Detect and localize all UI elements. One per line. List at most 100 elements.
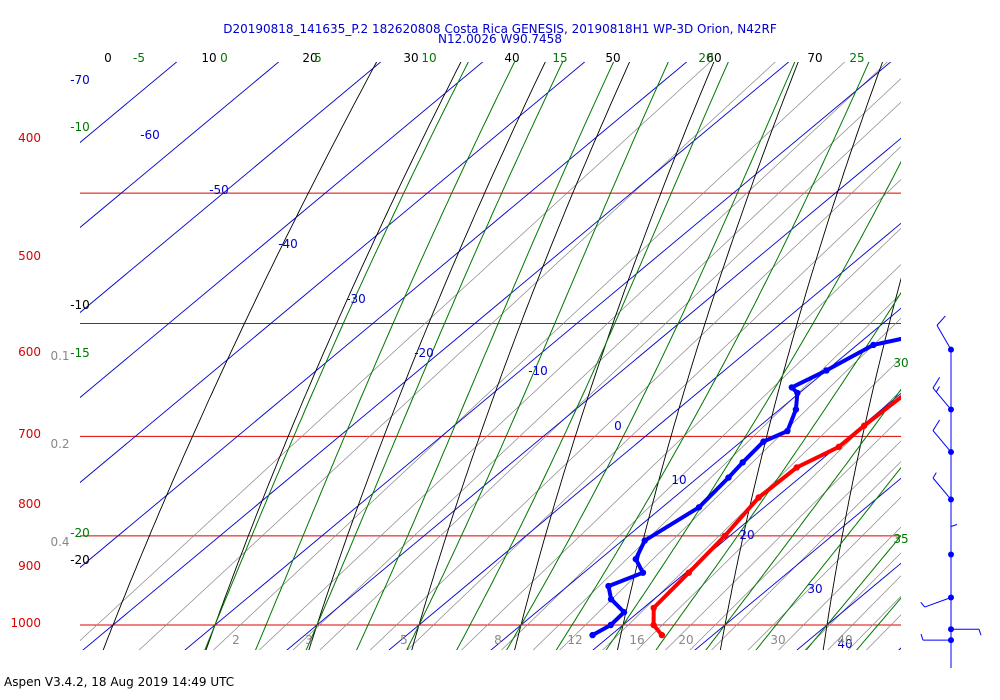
- temperature-point: [721, 532, 728, 540]
- moist-adiabat-line: [755, 466, 901, 650]
- mixing-ratio-line: [532, 293, 901, 650]
- wind-barb-flag: [932, 419, 941, 431]
- mixing-ratio-line: [138, 62, 776, 650]
- wind-barb-staff: [936, 325, 952, 350]
- isotherm-line: [82, 62, 790, 650]
- mixing-ratio-label: 5: [400, 633, 408, 647]
- moist-adiabat-label: -15: [70, 346, 90, 360]
- moist-adiabat-line: [305, 62, 564, 650]
- isotherm-line: [592, 392, 901, 650]
- wind-barb-flag: [932, 472, 937, 479]
- dewpoint-point: [632, 555, 639, 563]
- temperature-point: [979, 323, 985, 329]
- wind-barb-point: [948, 406, 954, 413]
- wind-barb-flag: [920, 601, 926, 608]
- isotherm-label: 20: [739, 528, 754, 542]
- isotherm-label: -40: [278, 237, 298, 251]
- moist-adiabat-line: [605, 160, 901, 650]
- dry-adiabat-label: 70: [807, 51, 822, 65]
- pressure-label: 1000: [10, 616, 41, 630]
- mixing-ratio-label: 3: [305, 633, 313, 647]
- mixing-ratio-line: [319, 101, 901, 650]
- moist-adiabat-label: -5: [133, 51, 145, 65]
- mixing-ratio-line: [500, 264, 901, 650]
- isotherm-line: [898, 647, 901, 650]
- isotherm-label: 40: [837, 637, 852, 651]
- wind-barb-staff: [932, 477, 952, 500]
- temperature-point: [793, 464, 800, 471]
- mixing-ratio-label: 2: [232, 633, 240, 647]
- moist-adiabat-line: [506, 62, 796, 650]
- pressure-label: 700: [18, 427, 41, 441]
- mixing-ratio-label: 16: [629, 633, 644, 647]
- dewpoint-point: [620, 609, 628, 616]
- dewpoint-point: [605, 582, 612, 590]
- isotherm-line: [796, 562, 901, 650]
- dewpoint-point: [794, 389, 801, 397]
- dry-adiabat-label: 60: [706, 51, 721, 65]
- isotherm-label: 10: [671, 473, 686, 487]
- dewpoint-point: [695, 504, 703, 511]
- moist-adiabat-label: 20: [698, 51, 713, 65]
- dewpoint-point: [823, 367, 830, 374]
- moist-adiabat-line: [856, 597, 901, 650]
- dewpoint-point: [784, 427, 791, 435]
- moist-adiabat-label: 0: [220, 51, 228, 65]
- moist-adiabat-line: [555, 62, 870, 650]
- dewpoint-point: [929, 324, 935, 330]
- isotherm-label: -20: [414, 346, 434, 360]
- temperature-point: [650, 604, 657, 612]
- isotherm-line: [184, 62, 892, 650]
- wind-barb-flag: [932, 377, 941, 389]
- isotherm-label: 30: [807, 582, 822, 596]
- mixing-ratio-line: [898, 647, 901, 650]
- moist-adiabat-label: 15: [552, 51, 567, 65]
- wind-barb-point: [948, 637, 954, 644]
- wind-barb-flag: [920, 633, 924, 641]
- chart-location: N12.0026 W90.7458: [438, 32, 562, 46]
- dry-adiabat-line: [514, 62, 715, 650]
- dry-adiabat-label: 30: [403, 51, 418, 65]
- isotherm-line: [0, 0, 408, 658]
- mixing-ratio-line: [292, 78, 901, 650]
- moist-adiabat-label: -20: [70, 526, 90, 540]
- dry-adiabat-label: 20: [302, 51, 317, 65]
- mixing-ratio-label: 20: [678, 633, 693, 647]
- moist-adiabat-label: 5: [314, 51, 322, 65]
- mixing-ratio-line: [212, 62, 846, 650]
- dewpoint-point: [760, 438, 767, 445]
- dewpoint-point: [925, 330, 931, 336]
- moist-adiabat-line: [255, 62, 516, 650]
- isotherm-line: [490, 307, 901, 650]
- moist-adiabat-line: [900, 0, 1000, 658]
- moist-adiabat-line: [456, 62, 729, 650]
- mixing-ratio-label: 12: [567, 633, 582, 647]
- mixing-ratio-line: [689, 440, 901, 650]
- pressure-label: 900: [18, 559, 41, 573]
- dewpoint-point: [870, 341, 877, 349]
- pressure-label: 800: [18, 497, 41, 511]
- moist-adiabat-line: [705, 388, 901, 650]
- moist-adiabat-line: [406, 62, 669, 650]
- dry-adiabat-line: [822, 277, 901, 650]
- mixing-ratio-label: 40: [837, 633, 852, 647]
- mixing-ratio-line: [461, 227, 901, 650]
- moist-adiabat-line: [356, 62, 615, 650]
- wind-barb-flag: [936, 315, 946, 326]
- isotherm-line: [80, 62, 688, 569]
- moist-adiabat-line: [805, 534, 901, 650]
- isotherm-line: [80, 62, 382, 314]
- mixing-ratio-line: [80, 62, 711, 642]
- wind-barb-point: [948, 594, 954, 601]
- isotherm-label: -50: [209, 183, 229, 197]
- temperature-point: [755, 494, 762, 501]
- dewpoint-point: [639, 569, 647, 576]
- isotherm-line: [286, 137, 901, 650]
- mixing-ratio-label: 0.1: [50, 349, 69, 363]
- temperature-point: [658, 631, 666, 639]
- dry-adiabat-label: 50: [605, 51, 620, 65]
- isotherm-line: [80, 62, 484, 399]
- dewpoint-point: [589, 631, 596, 639]
- pressure-label: 500: [18, 249, 41, 263]
- wind-barb-point: [948, 496, 954, 503]
